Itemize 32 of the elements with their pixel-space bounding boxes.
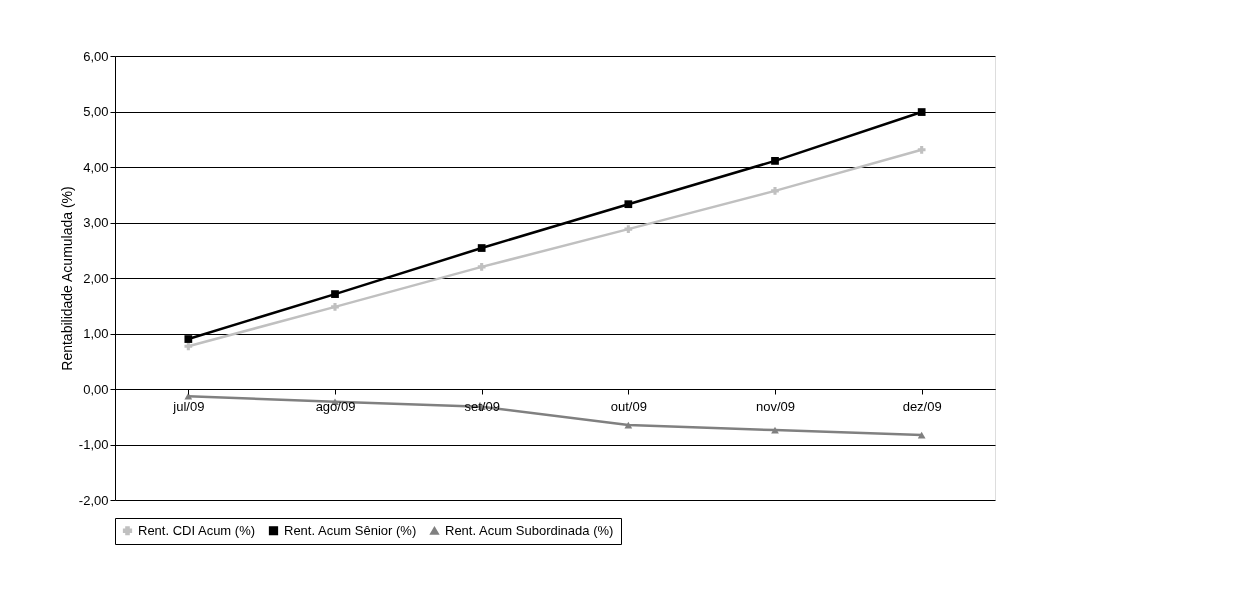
point [184, 335, 193, 343]
x-tick-label: dez/09 [902, 398, 942, 414]
y-tick-label: 6,00 [83, 48, 109, 64]
legend-label: Rent. Acum Subordinada (%) [445, 522, 614, 538]
y-tick-label: 4,00 [83, 159, 109, 175]
x-tick-label: jul/09 [172, 398, 205, 414]
legend-label: Rent. Acum Sênior (%) [284, 522, 417, 538]
x-tick-label: out/09 [610, 398, 647, 414]
y-tick-label: -2,00 [78, 492, 109, 508]
point [771, 186, 779, 195]
x-tick-label: set/09 [464, 398, 500, 414]
point [477, 244, 486, 252]
y-tick-label: 2,00 [83, 270, 109, 286]
point [184, 342, 193, 351]
x-tick-label: ago/09 [315, 398, 356, 414]
y-tick-label: -1,00 [78, 437, 109, 452]
point [917, 108, 926, 116]
point [771, 157, 779, 165]
point [477, 263, 486, 271]
point [331, 290, 339, 298]
y-tick-label: 1,00 [83, 326, 109, 341]
point [624, 200, 633, 209]
y-axis-title: Rentabilidade Acumulada (%) [58, 186, 75, 371]
point [331, 302, 339, 311]
point [184, 392, 193, 400]
point [917, 145, 926, 154]
x-tick-label: nov/09 [755, 398, 796, 414]
y-tick-label: 5,00 [83, 104, 109, 119]
y-tick-label: 0,00 [83, 381, 109, 397]
legend-label: Rent. CDI Acum (%) [138, 522, 256, 538]
point [624, 225, 633, 234]
y-tick-label: 3,00 [83, 215, 109, 230]
